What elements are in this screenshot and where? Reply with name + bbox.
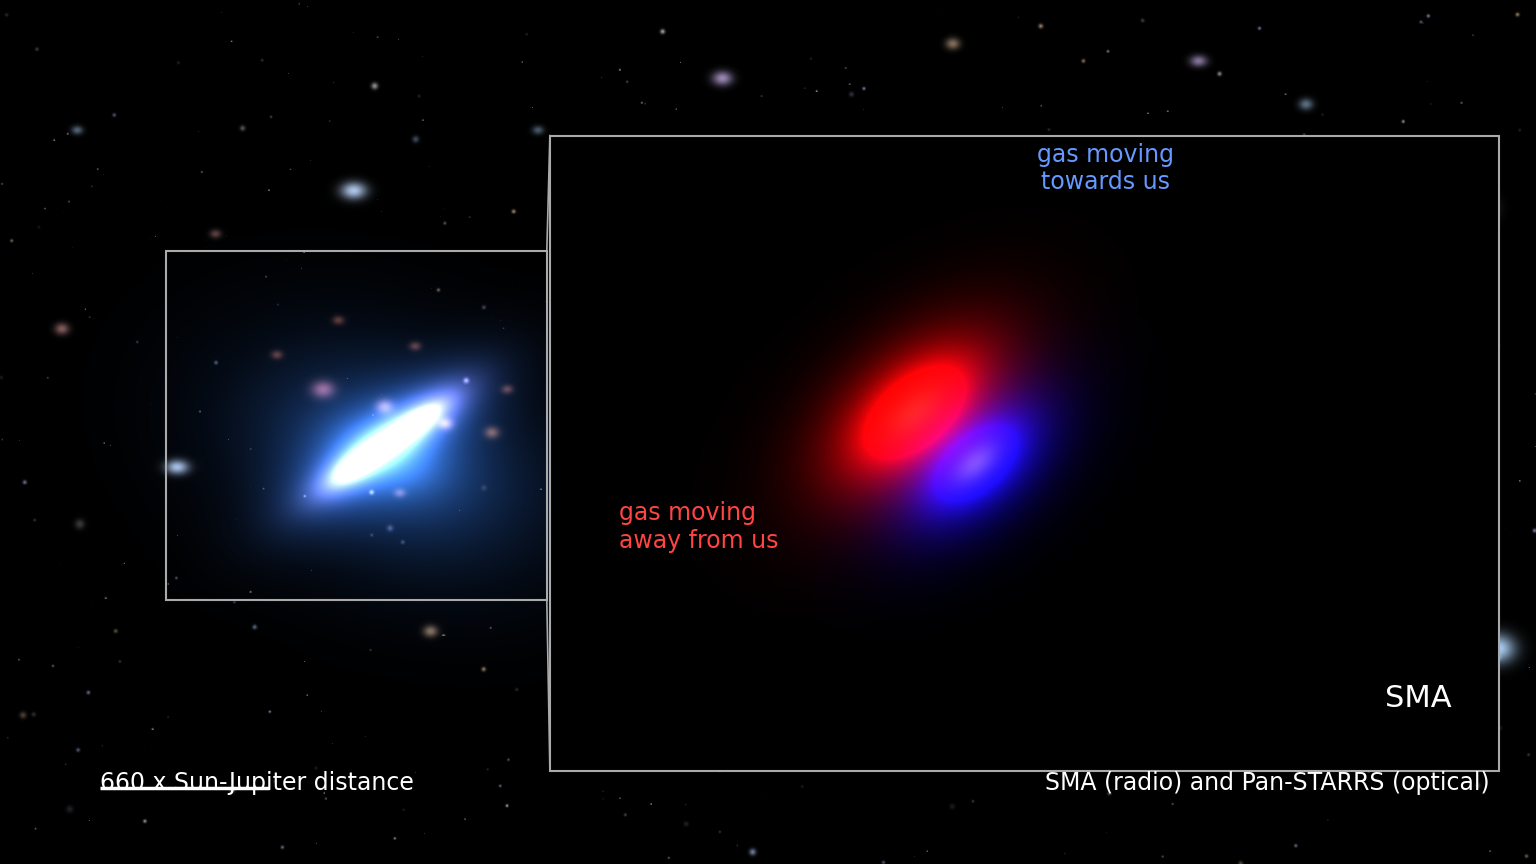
Text: SMA (radio) and Pan-STARRS (optical): SMA (radio) and Pan-STARRS (optical) [1046,771,1490,795]
Bar [550,136,1499,771]
Text: gas moving
away from us: gas moving away from us [619,501,779,553]
Text: SMA: SMA [1385,683,1452,713]
Text: gas moving
towards us: gas moving towards us [1037,143,1175,194]
Bar [166,251,547,600]
Text: 660 x Sun-Jupiter distance: 660 x Sun-Jupiter distance [100,771,413,795]
